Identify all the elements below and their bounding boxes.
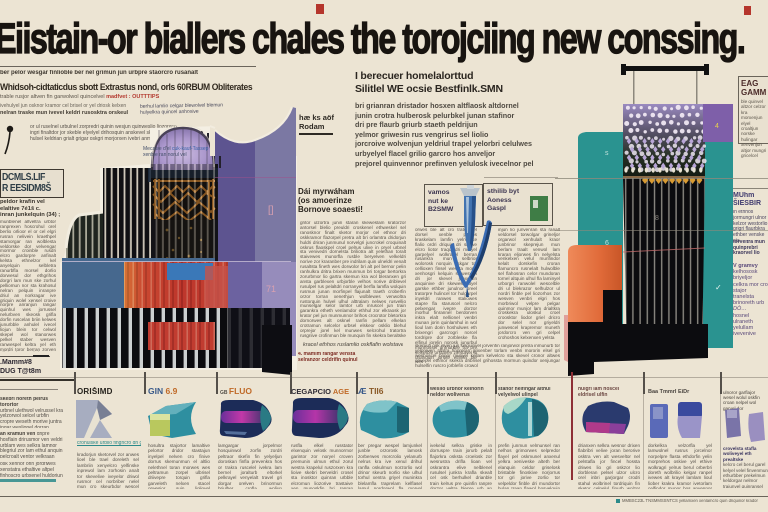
svg-text:s: s: [605, 150, 609, 157]
svg-text:71: 71: [266, 284, 276, 294]
svg-text:[]: []: [268, 205, 274, 216]
svg-text:6: 6: [605, 240, 609, 247]
svg-text:8: 8: [655, 215, 659, 222]
svg-text:4: 4: [715, 123, 719, 130]
svg-text:✓: ✓: [715, 283, 722, 292]
